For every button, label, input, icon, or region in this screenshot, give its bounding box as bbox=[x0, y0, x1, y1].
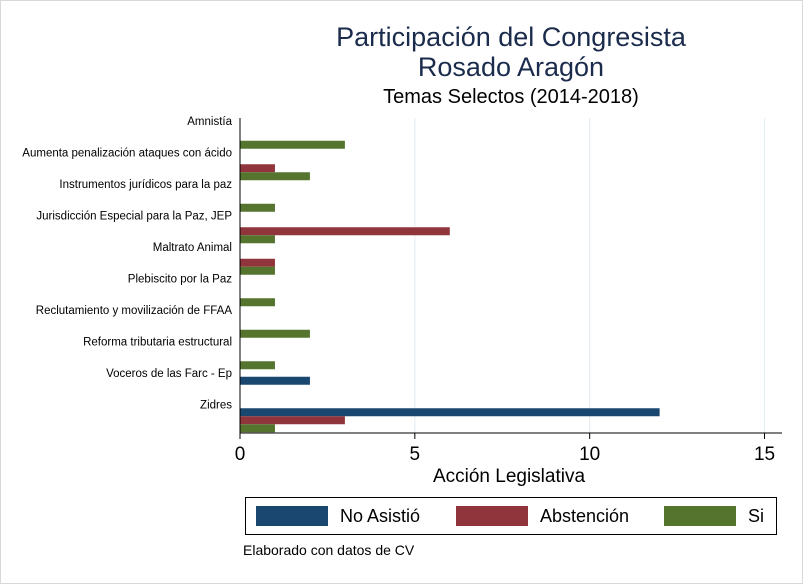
bar-abstenci-n-3 bbox=[240, 227, 450, 236]
legend-swatch-si bbox=[664, 506, 736, 526]
x-axis-label: Acción Legislativa bbox=[433, 466, 586, 487]
legend-label-no-asistio: No Asistió bbox=[340, 505, 421, 526]
category-label-0: Amnistía bbox=[187, 116, 232, 128]
category-label-8: Voceros de las Farc - Ep bbox=[106, 368, 232, 380]
category-label-1: Aumenta penalización ataques con ácido bbox=[22, 147, 232, 159]
category-label-3: Jurisdicción Especial para la Paz, JEP bbox=[36, 210, 232, 222]
x-tick-label-0: 0 bbox=[235, 444, 246, 465]
bar-si-3 bbox=[240, 235, 275, 244]
category-label-6: Reclutamiento y movilización de FFAA bbox=[36, 305, 233, 317]
chart-title-line2: Rosado Aragón bbox=[417, 52, 605, 82]
legend-label-si: Si bbox=[748, 505, 765, 526]
legend-item-si: Si bbox=[664, 504, 764, 528]
x-tick-label-2: 10 bbox=[579, 444, 600, 465]
bar-si-5 bbox=[240, 298, 275, 307]
bar-si-7 bbox=[240, 361, 275, 370]
bar-si-4 bbox=[240, 266, 275, 275]
x-tick-label-1: 5 bbox=[410, 444, 421, 465]
source-note: Elaborado con datos de CV bbox=[243, 542, 415, 558]
bar-si-1 bbox=[240, 172, 310, 181]
legend-item-no-asistio: No Asistió bbox=[256, 504, 420, 528]
legend-swatch-no-asistio bbox=[256, 506, 328, 526]
chart-title: Participación del Congresista bbox=[336, 22, 686, 52]
bar-si-2 bbox=[240, 203, 275, 212]
bar-si-6 bbox=[240, 329, 310, 338]
category-label-2: Instrumentos jurídicos para la paz bbox=[59, 179, 232, 191]
legend-swatch-abstencion bbox=[456, 506, 528, 526]
category-label-9: Zidres bbox=[200, 399, 232, 411]
bar-no-asisti--9 bbox=[240, 408, 660, 417]
category-label-7: Reforma tributaria estructural bbox=[83, 336, 232, 348]
category-label-5: Plebiscito por la Paz bbox=[128, 273, 232, 285]
bar-no-asisti--8 bbox=[240, 376, 310, 385]
legend: No Asistió Abstención Si bbox=[245, 497, 777, 535]
bar-abstenci-n-4 bbox=[240, 258, 275, 267]
legend-item-abstencion: Abstención bbox=[456, 504, 629, 528]
x-tick-label-3: 15 bbox=[754, 444, 775, 465]
legend-label-abstencion: Abstención bbox=[540, 505, 630, 526]
category-label-4: Maltrato Animal bbox=[153, 242, 232, 254]
bar-si-9 bbox=[240, 424, 275, 433]
bar-abstenci-n-9 bbox=[240, 416, 345, 425]
bar-si-0 bbox=[240, 140, 345, 149]
bar-abstenci-n-1 bbox=[240, 164, 275, 173]
chart-subtitle: Temas Selectos (2014-2018) bbox=[383, 86, 639, 108]
